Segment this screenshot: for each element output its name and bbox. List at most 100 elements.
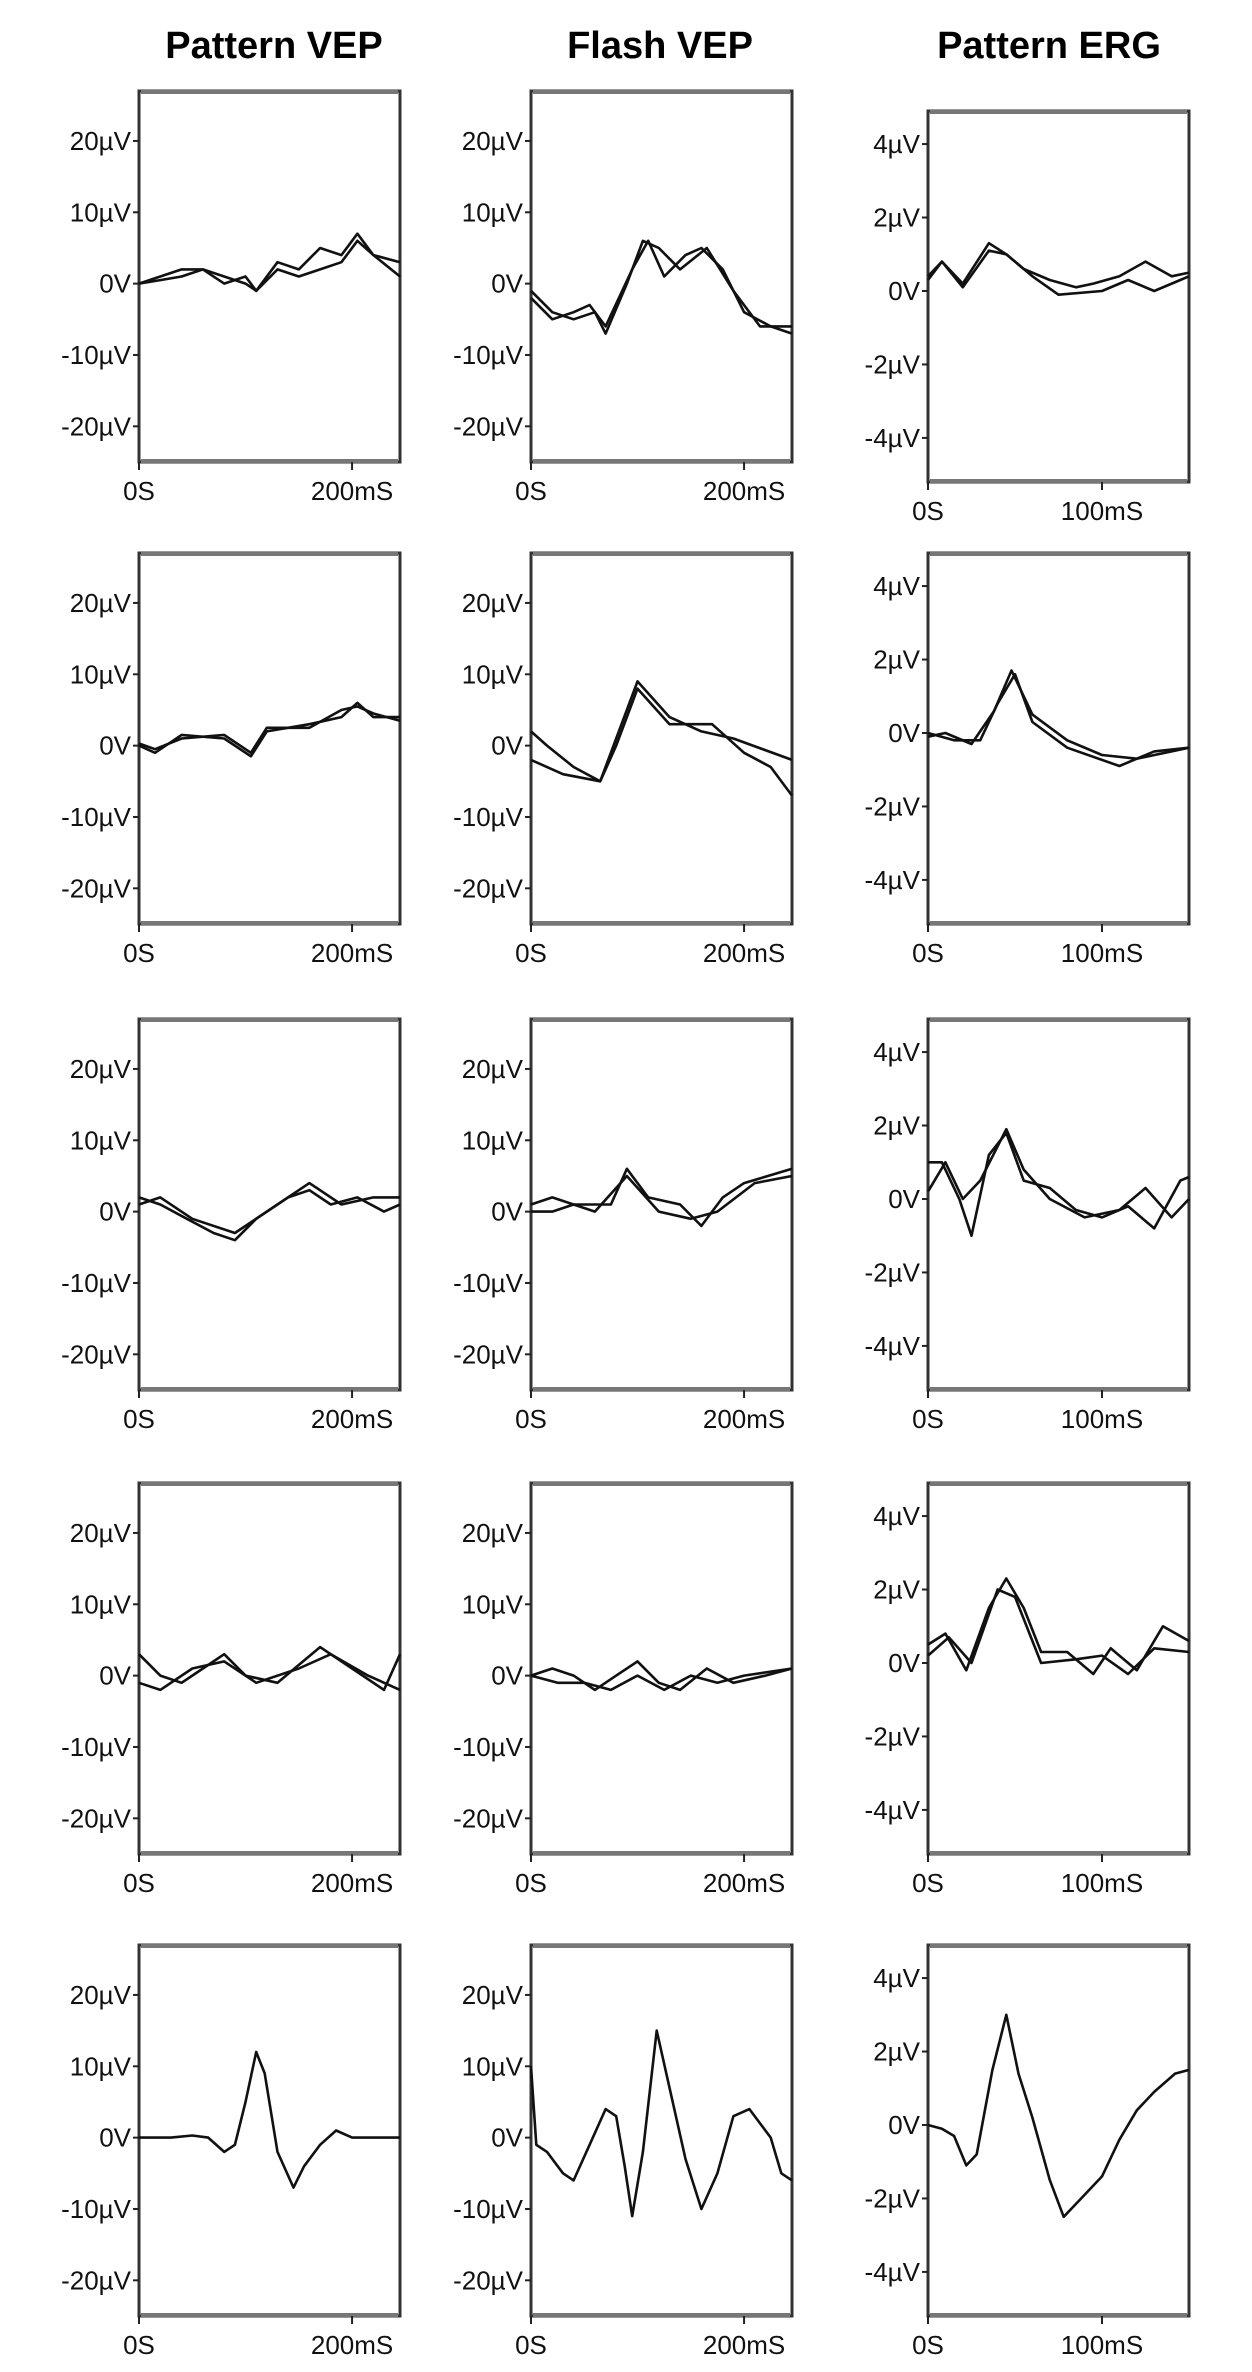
column-title: Flash VEP <box>567 25 753 67</box>
plot-frame <box>926 1943 1191 2318</box>
plot-frame <box>137 1481 402 1856</box>
y-tick-label: 20µV <box>70 588 132 618</box>
x-tick-label: 0S <box>912 1868 944 1898</box>
y-tick-label: -2µV <box>865 791 921 821</box>
waveform-trace-2 <box>530 1667 793 1692</box>
waveform-trace-2 <box>530 1174 793 1221</box>
x-tick-label: 200mS <box>311 938 393 968</box>
y-tick-label: 0V <box>99 2123 131 2153</box>
y-tick-label: -20µV <box>61 411 132 441</box>
y-tick-label: -20µV <box>61 2265 132 2295</box>
x-tick-label: 200mS <box>703 2330 785 2360</box>
y-tick-label: 4µV <box>873 1501 920 1531</box>
x-tick-label: 0S <box>123 1404 155 1434</box>
y-tick-label: -20µV <box>453 1339 524 1369</box>
y-tick-label: -20µV <box>453 2265 524 2295</box>
y-tick-label: 0V <box>491 731 523 761</box>
y-tick-label: 20µV <box>70 1518 132 1548</box>
y-tick-label: 0V <box>888 1648 920 1678</box>
y-tick-label: -20µV <box>61 873 132 903</box>
y-tick-label: 4µV <box>873 129 920 159</box>
y-tick-label: 10µV <box>462 2051 524 2081</box>
y-tick-label: 20µV <box>70 1980 132 2010</box>
column-title: Pattern VEP <box>165 25 383 67</box>
y-tick-label: 0V <box>99 269 131 299</box>
y-tick-label: -2µV <box>865 1257 921 1287</box>
plot-frame <box>529 89 794 464</box>
x-tick-label: 0S <box>515 1868 547 1898</box>
x-tick-label: 200mS <box>703 1404 785 1434</box>
y-tick-label: 4µV <box>873 1037 920 1067</box>
y-tick-label: 0V <box>491 1197 523 1227</box>
y-tick-label: 0V <box>491 269 523 299</box>
plot-frame <box>529 1481 794 1856</box>
x-tick-label: 0S <box>123 938 155 968</box>
y-tick-label: -10µV <box>61 802 132 832</box>
y-tick-label: 0V <box>99 1661 131 1691</box>
x-tick-label: 0S <box>123 1868 155 1898</box>
y-tick-label: 20µV <box>462 1518 524 1548</box>
y-tick-label: -20µV <box>453 873 524 903</box>
y-tick-label: 10µV <box>462 659 524 689</box>
waveform-trace-1 <box>530 1660 793 1692</box>
y-tick-label: -2µV <box>865 1721 921 1751</box>
y-tick-label: -4µV <box>865 2257 921 2287</box>
y-tick-label: 20µV <box>462 126 524 156</box>
y-tick-label: 4µV <box>873 571 920 601</box>
y-tick-label: 10µV <box>70 197 132 227</box>
y-tick-label: -10µV <box>453 1268 524 1298</box>
y-tick-label: 20µV <box>70 1054 132 1084</box>
y-tick-label: 10µV <box>462 1125 524 1155</box>
y-tick-label: 10µV <box>462 1589 524 1619</box>
y-tick-label: -4µV <box>865 423 921 453</box>
x-tick-label: 100mS <box>1061 496 1143 526</box>
plot-frame <box>137 1017 402 1392</box>
plot-frame <box>926 551 1191 926</box>
y-tick-label: -10µV <box>61 340 132 370</box>
y-tick-label: 10µV <box>70 659 132 689</box>
x-tick-label: 100mS <box>1061 938 1143 968</box>
y-tick-label: 2µV <box>873 645 920 675</box>
x-tick-label: 200mS <box>311 1404 393 1434</box>
y-tick-label: 10µV <box>70 1589 132 1619</box>
waveform-trace-1 <box>530 687 794 797</box>
x-tick-label: 0S <box>123 476 155 506</box>
y-tick-label: -20µV <box>61 1803 132 1833</box>
x-tick-label: 0S <box>515 1404 547 1434</box>
y-tick-label: -4µV <box>865 865 921 895</box>
waveform-trace-2 <box>927 1588 1190 1676</box>
y-tick-label: 10µV <box>70 2051 132 2081</box>
waveform-trace-2 <box>927 672 1190 768</box>
y-tick-label: 4µV <box>873 1963 920 1993</box>
y-tick-label: -10µV <box>61 1268 132 1298</box>
y-tick-label: 20µV <box>462 588 524 618</box>
y-tick-label: -10µV <box>61 1732 132 1762</box>
y-tick-label: 0V <box>888 2110 920 2140</box>
x-tick-label: 0S <box>912 938 944 968</box>
y-tick-label: 0V <box>888 718 920 748</box>
y-tick-label: -4µV <box>865 1331 921 1361</box>
waveform-trace-1 <box>926 241 1190 289</box>
x-tick-label: 0S <box>515 2330 547 2360</box>
x-tick-label: 0S <box>123 2330 155 2360</box>
y-tick-label: 0V <box>491 2123 523 2153</box>
plot-frame <box>926 109 1191 484</box>
plot-frame <box>137 1943 402 2318</box>
y-tick-label: -10µV <box>453 340 524 370</box>
x-tick-label: 200mS <box>311 476 393 506</box>
x-tick-label: 0S <box>515 476 547 506</box>
y-tick-label: -10µV <box>453 2194 524 2224</box>
column-title: Pattern ERG <box>937 25 1161 67</box>
x-tick-label: 100mS <box>1061 1868 1143 1898</box>
x-tick-label: 100mS <box>1061 1404 1143 1434</box>
y-tick-label: -20µV <box>453 411 524 441</box>
y-tick-label: -10µV <box>453 1732 524 1762</box>
y-tick-label: -10µV <box>453 802 524 832</box>
y-tick-label: 2µV <box>873 203 920 233</box>
waveform-trace-2 <box>138 705 401 755</box>
waveform-trace-1 <box>138 232 401 293</box>
y-tick-label: 20µV <box>70 126 132 156</box>
y-tick-label: -2µV <box>865 2183 921 2213</box>
waveform-trace-1 <box>531 1167 793 1228</box>
